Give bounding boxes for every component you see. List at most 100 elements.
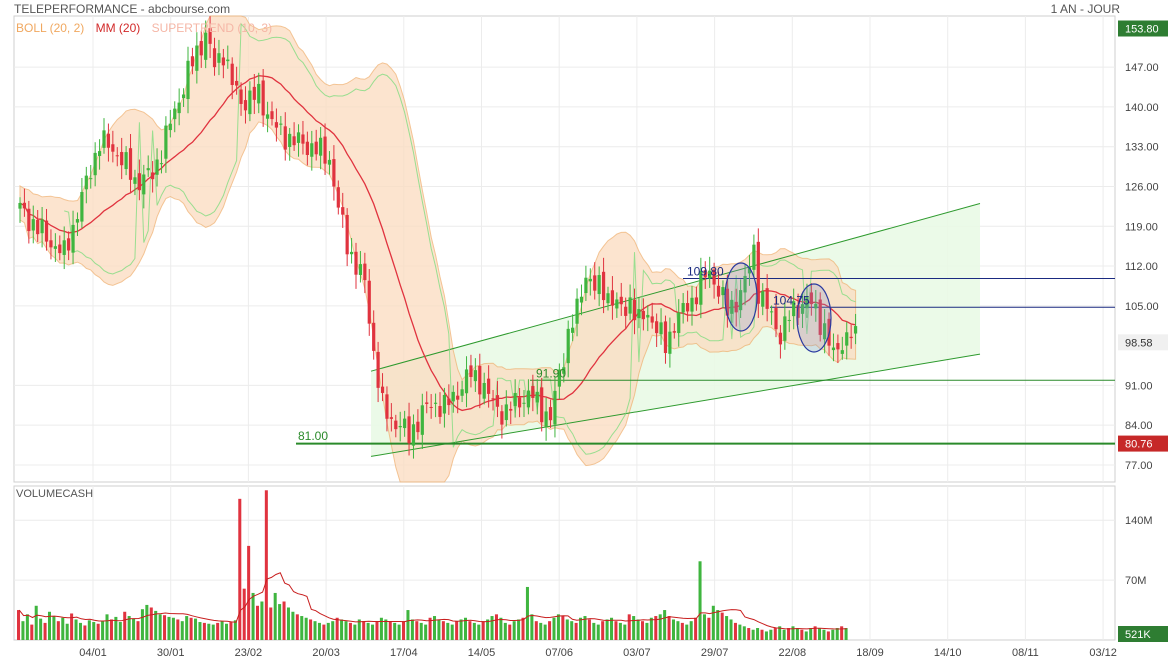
volume-bar [433, 616, 437, 640]
volume-bar [472, 622, 476, 640]
volume-bar [477, 624, 481, 640]
volume-bar [742, 626, 746, 640]
candle-body [447, 398, 451, 406]
candle-body [257, 83, 261, 104]
volume-bar [658, 614, 662, 640]
volume-bar [56, 621, 60, 640]
period-selector[interactable]: 1 AN - JOUR [1050, 2, 1120, 16]
candle-body [756, 241, 760, 304]
volume-bar [264, 490, 268, 640]
candle-body [814, 303, 818, 309]
candle-body [730, 299, 734, 314]
candle-body [699, 270, 703, 305]
volume-bar [233, 620, 237, 640]
channel-upper-line [370, 203, 981, 372]
candle-body [31, 219, 35, 231]
volume-bar [698, 561, 702, 640]
chart-title: TELEPERFORMANCE - abcbourse.com [14, 2, 231, 16]
candle-body [142, 174, 146, 195]
volume-bar [194, 618, 198, 640]
candle-body [548, 407, 553, 421]
candle-body [111, 144, 115, 152]
candle-body [632, 299, 637, 321]
candle-body [363, 263, 367, 281]
volume-bar [486, 619, 490, 640]
candle-body [22, 202, 27, 209]
candle-body [703, 270, 707, 278]
candle-body [208, 28, 212, 44]
candle-body [690, 297, 694, 312]
candle-body [531, 386, 535, 398]
volume-bar [756, 628, 760, 640]
volume-y-tick-label: 70M [1125, 575, 1146, 587]
volume-bar [508, 624, 512, 640]
volume-bar [800, 629, 804, 640]
candle-body [239, 89, 243, 104]
volume-bar [211, 624, 215, 640]
legend-boll[interactable]: BOLL (20, 2) [16, 21, 85, 35]
volume-bar [583, 616, 587, 640]
volume-bar [694, 617, 698, 640]
volume-bar [171, 617, 175, 640]
volume-bar [384, 619, 388, 640]
candle-body [429, 406, 433, 408]
legend-supertrend[interactable]: SUPERTREND (10, 3) [151, 21, 273, 35]
volume-bar [335, 617, 339, 640]
volume-bar [278, 604, 282, 640]
candle-body [464, 369, 469, 394]
candle-body [18, 202, 22, 209]
volume-bar [707, 617, 711, 640]
volume-bar [481, 621, 485, 640]
x-tick-label: 29/07 [701, 647, 729, 659]
candle-body [270, 111, 274, 120]
candle-body [181, 94, 186, 99]
volume-bar [490, 616, 494, 640]
volume-bar [822, 629, 826, 640]
candle-body [71, 224, 75, 253]
x-tick-label: 23/02 [235, 647, 263, 659]
candle-body [407, 416, 411, 444]
candle-body [606, 293, 610, 304]
candle-body [739, 290, 743, 311]
volume-bar [269, 607, 273, 640]
volume-bar [773, 628, 777, 640]
candle-body [562, 367, 566, 374]
y-tick-label: 77.00 [1125, 460, 1153, 472]
candle-body [774, 308, 778, 330]
candle-body [190, 56, 195, 67]
candle-body [442, 394, 447, 414]
candle-body [67, 238, 71, 251]
candle-body [323, 136, 327, 164]
candle-body [354, 251, 358, 275]
volume-bar [543, 624, 547, 640]
volume-bar [260, 601, 264, 640]
volume-bar [207, 623, 211, 640]
candle-body [593, 275, 597, 291]
badge-high-box [1118, 20, 1168, 37]
volume-bar [574, 622, 578, 640]
moving-average-line [19, 75, 856, 412]
volume-bar [118, 622, 122, 640]
candle-body [743, 275, 747, 293]
y-tick-label: 91.00 [1125, 380, 1153, 392]
volume-bar [247, 545, 251, 640]
y-tick-label: 133.00 [1125, 142, 1159, 154]
volume-bar [729, 619, 733, 640]
candle-body [204, 32, 208, 60]
candle-body [712, 269, 716, 285]
legend-mm[interactable]: MM (20) [95, 21, 141, 35]
candle-body [226, 59, 230, 62]
candle-body [120, 151, 124, 166]
candle-body [553, 390, 557, 425]
volume-bar [415, 621, 419, 640]
candle-body [783, 316, 787, 341]
x-tick-label: 03/07 [623, 647, 651, 659]
volume-bar [450, 624, 454, 640]
volume-bar [47, 611, 52, 640]
candle-body [305, 141, 309, 155]
candle-body [49, 240, 53, 248]
volume-bar [388, 621, 392, 640]
volume-bar [840, 626, 844, 640]
volume-bar [623, 624, 627, 640]
